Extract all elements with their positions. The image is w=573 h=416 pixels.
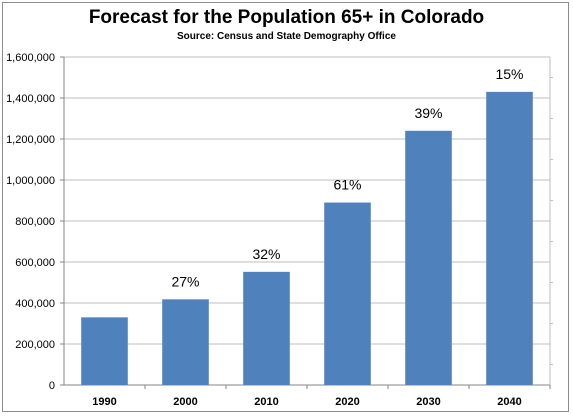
data-label: 27%	[171, 273, 199, 289]
x-tick-label: 1990	[92, 396, 116, 408]
bar-2020	[324, 202, 371, 385]
data-label: 32%	[252, 246, 280, 262]
bar-2030	[405, 130, 452, 385]
chart-subtitle: Source: Census and State Demography Offi…	[177, 31, 396, 42]
data-label: 15%	[495, 66, 523, 82]
x-tick-label: 2020	[335, 396, 359, 408]
bar-2010	[243, 271, 290, 385]
y-tick-label: 1,200,000	[6, 134, 55, 146]
x-tick-label: 2010	[254, 396, 278, 408]
y-tick-label: 200,000	[15, 339, 55, 351]
data-label: 39%	[414, 105, 442, 121]
y-tick-label: 1,400,000	[6, 93, 55, 105]
y-tick-label: 400,000	[15, 298, 55, 310]
x-tick-label: 2040	[497, 396, 521, 408]
bar-1990	[81, 317, 128, 385]
x-tick-label: 2030	[416, 396, 440, 408]
chart-title: Forecast for the Population 65+ in Color…	[88, 7, 485, 28]
data-label: 61%	[333, 177, 361, 193]
y-tick-label: 1,000,000	[6, 175, 55, 187]
bar-2040	[486, 91, 533, 385]
bar-2000	[162, 299, 209, 385]
x-tick-label: 2000	[173, 396, 197, 408]
y-tick-label: 600,000	[15, 257, 55, 269]
y-tick-label: 1,600,000	[6, 52, 55, 64]
y-tick-label: 800,000	[15, 216, 55, 228]
y-tick-label: 0	[49, 380, 55, 392]
